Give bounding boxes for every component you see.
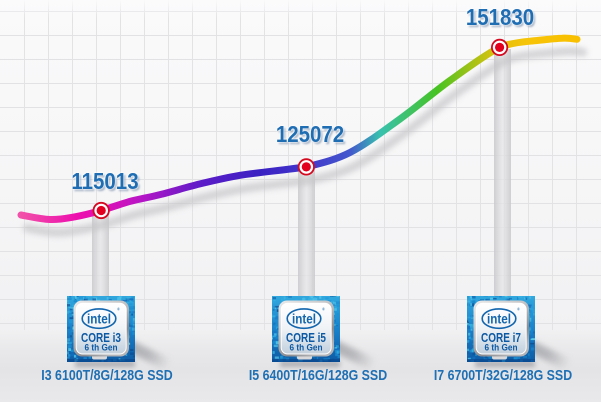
svg-text:6 th Gen: 6 th Gen [84, 342, 117, 352]
svg-text:intel: intel [87, 311, 111, 326]
svg-text:CORE i3: CORE i3 [81, 331, 121, 345]
svg-text:intel: intel [292, 311, 316, 326]
svg-text:®: ® [117, 307, 120, 312]
svg-text:®: ® [517, 307, 520, 312]
svg-text:6 th Gen: 6 th Gen [290, 342, 323, 352]
svg-text:®: ® [322, 307, 325, 312]
svg-text:intel: intel [487, 311, 511, 326]
svg-text:CORE i7: CORE i7 [481, 331, 521, 345]
svg-text:CORE i5: CORE i5 [286, 331, 326, 345]
svg-text:6 th Gen: 6 th Gen [485, 342, 518, 352]
